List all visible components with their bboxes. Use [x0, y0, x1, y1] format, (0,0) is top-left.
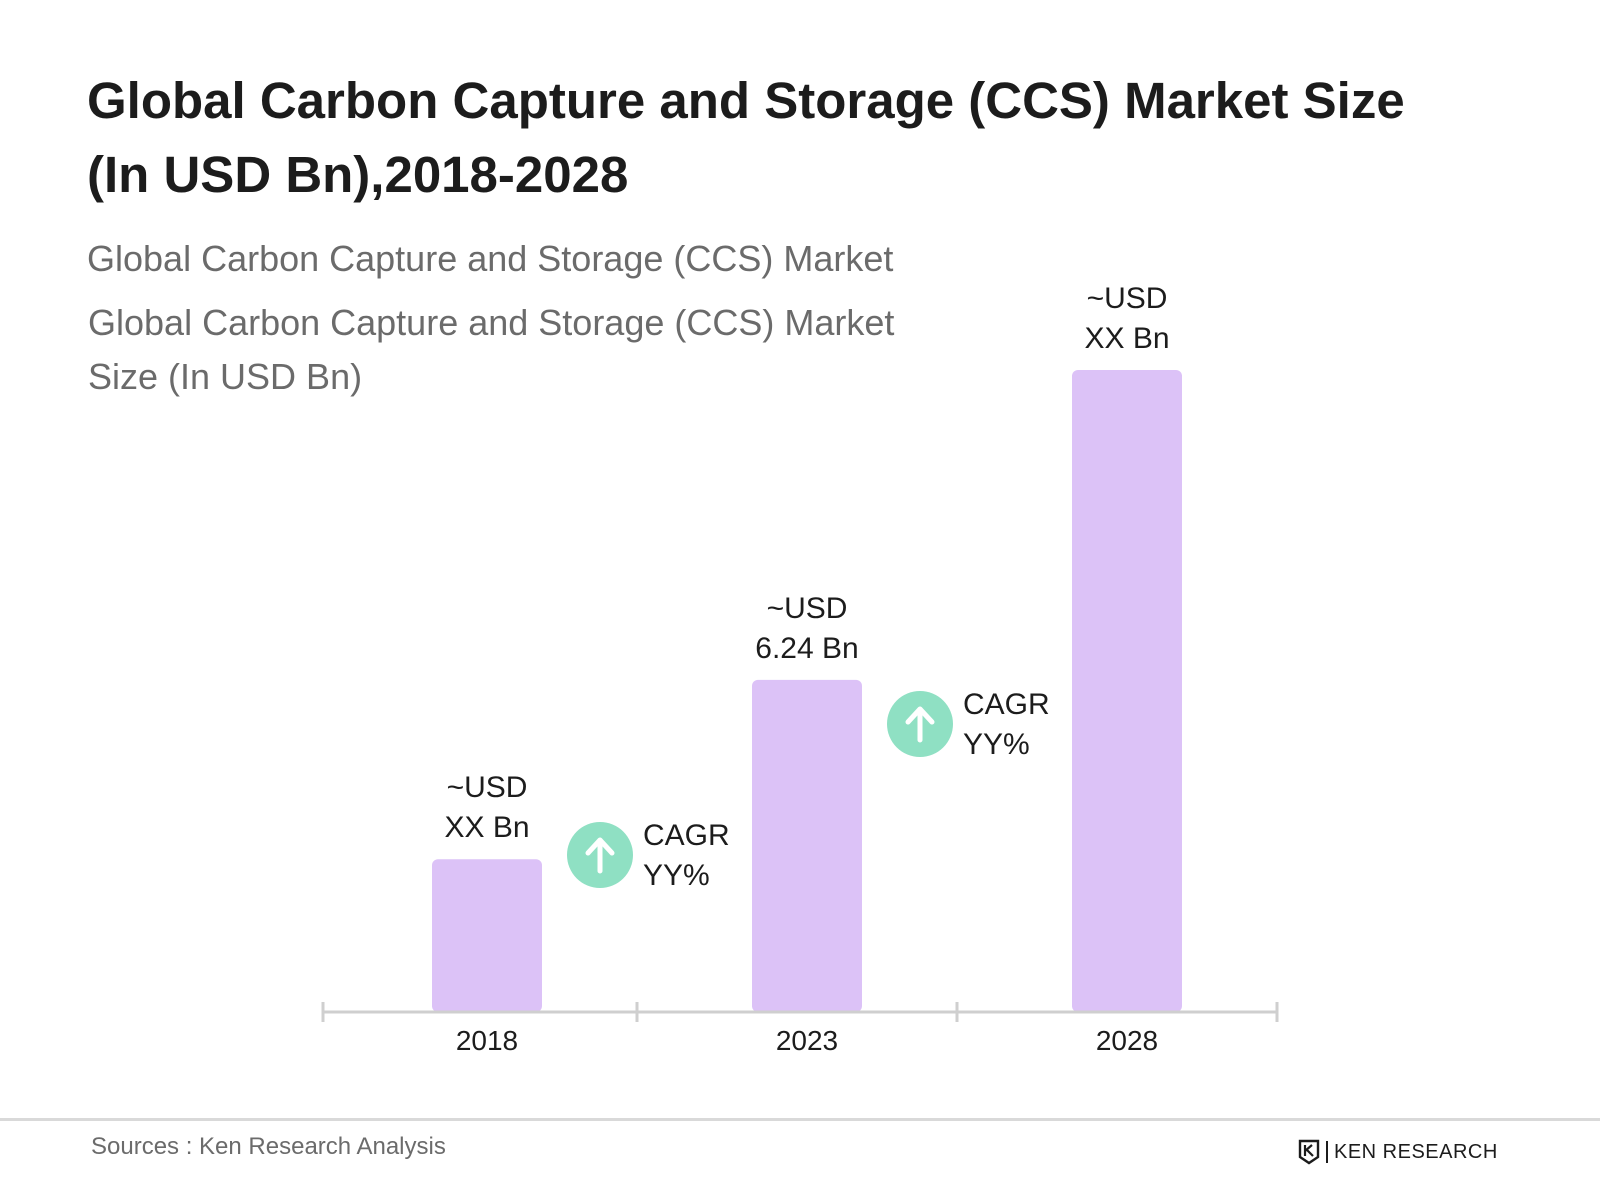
- data-label-2018-line1: ~USD: [447, 771, 528, 804]
- cagr-label-2-line2: YY%: [963, 728, 1030, 761]
- footer-divider: [0, 1118, 1600, 1121]
- cagr-label-1-line1: CAGR: [643, 819, 730, 852]
- x-tick-label-2023: 2023: [776, 1025, 838, 1056]
- data-label-2028-line1: ~USD: [1087, 282, 1168, 315]
- x-tick-label-2028: 2028: [1096, 1025, 1158, 1056]
- ken-research-logo-icon: [1298, 1139, 1320, 1165]
- data-label-2018-line2: XX Bn: [444, 811, 529, 844]
- data-label-2028-line2: XX Bn: [1084, 322, 1169, 355]
- series-label: Global Carbon Capture and Storage (CCS) …: [88, 302, 895, 397]
- arrow-up-icon: [585, 837, 615, 874]
- cagr-label-1-line2: YY%: [643, 859, 710, 892]
- source-note: Sources : Ken Research Analysis: [91, 1133, 446, 1160]
- arrow-up-icon: [905, 706, 935, 743]
- chart-title: Global Carbon Capture and Storage (CCS) …: [87, 72, 1405, 203]
- data-label-2023-line1: ~USD: [767, 592, 848, 625]
- cagr-label-2-line1: CAGR: [963, 688, 1050, 721]
- bar-2018: [432, 859, 542, 1012]
- bar-chart: ~USD XX Bn ~USD 6.24 Bn ~USD XX Bn 2018 2023 202…: [321, 282, 1279, 1056]
- x-tick-label-2018: 2018: [456, 1025, 518, 1056]
- bar-2028: [1072, 370, 1182, 1012]
- brand-name: KEN RESEARCH: [1334, 1140, 1498, 1163]
- chart-subtitle: Global Carbon Capture and Storage (CCS) …: [87, 238, 894, 279]
- bar-2023: [752, 679, 862, 1012]
- data-label-2023-line2: 6.24 Bn: [755, 632, 858, 665]
- logo-separator: [1326, 1141, 1328, 1163]
- ken-research-logo: KEN RESEARCH: [1298, 1139, 1498, 1165]
